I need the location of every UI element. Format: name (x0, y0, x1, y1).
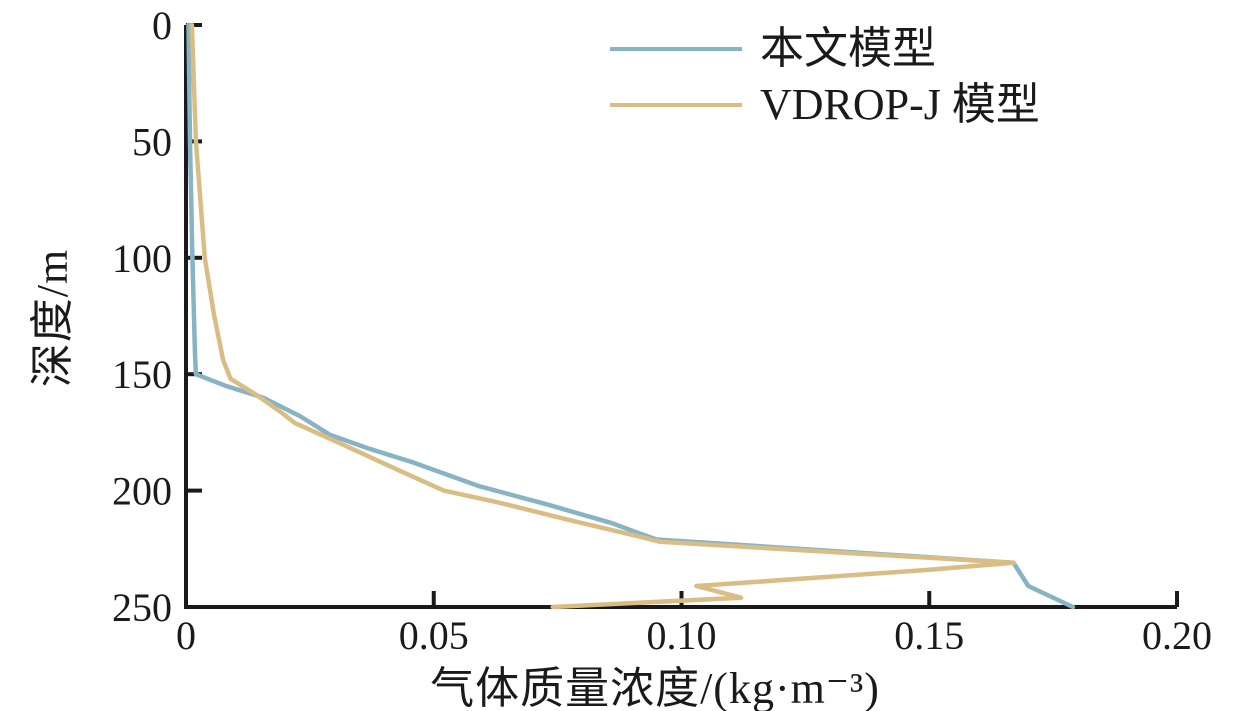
y-tick-label: 100 (112, 236, 172, 281)
x-tick-label: 0 (176, 613, 196, 658)
x-tick-label: 0.15 (894, 613, 964, 658)
legend-line-swatch-vdropj (610, 103, 742, 107)
y-tick-label: 150 (112, 352, 172, 397)
legend-label-benwen: 本文模型 (760, 24, 936, 73)
x-tick-label: 0.10 (647, 613, 717, 658)
x-axis-title: 气体质量浓度/(kg·m⁻³) (430, 664, 880, 711)
series-line-1 (189, 22, 1016, 610)
x-tick-label: 0.20 (1142, 613, 1212, 658)
legend-line-swatch-benwen (610, 47, 742, 51)
y-tick-label: 50 (132, 119, 172, 164)
x-tick-label: 0.05 (399, 613, 469, 658)
y-tick-label: 250 (112, 585, 172, 630)
y-tick-label: 200 (112, 469, 172, 514)
legend-label-vdropj: VDROP-J 模型 (760, 80, 1040, 129)
legend-item-vdropj: VDROP-J 模型 (610, 82, 1040, 128)
y-tick-label: 0 (152, 3, 172, 48)
y-axis-title: 深度/m (28, 248, 77, 388)
legend-item-benwen: 本文模型 (610, 26, 1040, 72)
legend: 本文模型 VDROP-J 模型 (610, 26, 1040, 128)
